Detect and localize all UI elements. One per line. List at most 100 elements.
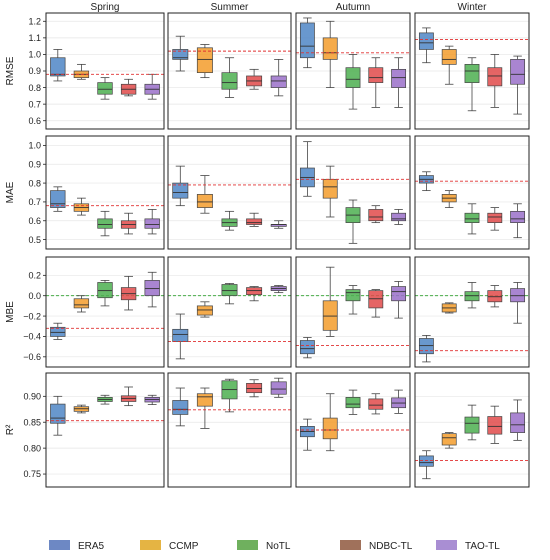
panel-frame [414, 135, 530, 250]
panel-mbe-summer [167, 256, 292, 368]
panel-frame [45, 256, 165, 368]
ytick-label: 1.1 [28, 33, 41, 43]
legend-swatch [436, 540, 457, 550]
box-iqr [418, 338, 434, 355]
box-iqr [418, 32, 434, 50]
box-era5 [172, 165, 189, 207]
ytick-label: 0.75 [23, 469, 41, 479]
box-iqr [246, 383, 263, 394]
box-ndbc-tl [120, 78, 137, 97]
box-ccmp [73, 404, 90, 414]
ytick-label: 0.0 [28, 291, 41, 301]
ytick-label: 0.7 [28, 99, 41, 109]
box-notl [464, 404, 480, 441]
box-notl [464, 203, 480, 235]
box-iqr [246, 218, 263, 225]
box-era5 [172, 35, 189, 72]
box-era5 [418, 171, 434, 192]
box-notl [97, 210, 113, 237]
ytick-label: 0.9 [28, 159, 41, 169]
box-iqr [510, 412, 526, 433]
box-notl [221, 57, 238, 98]
ytick-label: 0.80 [23, 443, 41, 453]
season-title-autumn: Autumn [336, 2, 370, 13]
panel-r-autumn [295, 372, 411, 488]
box-notl [97, 394, 113, 405]
legend-item-ccmp: CCMP [140, 540, 199, 552]
box-iqr [50, 326, 66, 337]
box-iqr [50, 190, 66, 208]
box-iqr [322, 37, 338, 60]
legend-item-ndbc-tl: NDBC-TL [340, 540, 413, 552]
box-iqr [345, 397, 361, 409]
legend-label: NDBC-TL [369, 541, 413, 552]
box-iqr [270, 381, 287, 395]
panel-frame [295, 135, 411, 250]
box-tao-tl [391, 209, 407, 225]
box-iqr [73, 298, 90, 309]
box-iqr [172, 182, 189, 199]
box-notl [97, 77, 113, 100]
box-era5 [299, 17, 315, 69]
legend-label: TAO-TL [465, 541, 500, 552]
box-iqr [510, 288, 526, 303]
box-iqr [97, 282, 113, 299]
box-tao-tl [391, 281, 407, 319]
panel-frame [414, 256, 530, 368]
box-ndbc-tl [120, 212, 137, 235]
box-iqr [391, 68, 407, 88]
box-tao-tl [510, 203, 526, 239]
box-era5 [418, 335, 434, 363]
box-iqr [172, 49, 189, 60]
box-ccmp [441, 302, 457, 314]
ytick-label: 1.0 [28, 50, 41, 60]
box-iqr [322, 417, 338, 440]
panel-mae-winter [414, 135, 530, 250]
season-title-winter: Winter [458, 2, 488, 13]
box-ndbc-tl [246, 286, 263, 302]
box-tao-tl [144, 394, 160, 406]
box-iqr [510, 59, 526, 85]
panel-mae-summer [167, 135, 292, 250]
ytick-label: −0.4 [23, 332, 41, 342]
box-era5 [172, 313, 189, 360]
panel-mae-spring: 0.5 0.6 0.7 0.8 0.9 1.0 [28, 135, 165, 250]
box-iqr [196, 194, 213, 208]
ytick-label: 0.5 [28, 235, 41, 245]
box-iqr [246, 287, 263, 296]
panel-frame [45, 135, 165, 250]
panel-frame [167, 372, 292, 488]
box-iqr [345, 289, 361, 302]
panel-r-winter [414, 372, 530, 488]
box-ndbc-tl [246, 379, 263, 398]
box-ccmp [196, 44, 213, 79]
box-era5 [299, 337, 315, 359]
legend-swatch [340, 540, 361, 550]
panel-rmse-summer [167, 12, 292, 130]
box-era5 [50, 186, 66, 212]
box-ccmp [196, 301, 213, 318]
box-iqr [172, 400, 189, 415]
box-ccmp [441, 190, 457, 208]
box-iqr [510, 210, 526, 223]
box-ccmp [196, 387, 213, 429]
ytick-label: 1.0 [28, 141, 41, 151]
box-ccmp [196, 175, 213, 214]
box-era5 [172, 387, 189, 427]
box-notl [221, 210, 238, 231]
box-iqr [196, 393, 213, 407]
box-ndbc-tl [246, 68, 263, 90]
box-tao-tl [144, 73, 160, 100]
ytick-label: 0.6 [28, 216, 41, 226]
panel-mbe-winter [414, 256, 530, 368]
box-iqr [345, 67, 361, 88]
box-era5 [418, 27, 434, 64]
box-iqr [464, 416, 480, 434]
ylabel-mbe: MBE [5, 301, 16, 323]
box-iqr [464, 64, 480, 83]
box-ccmp [322, 393, 338, 452]
panel-rmse-winter [414, 12, 530, 130]
panel-frame [167, 12, 292, 130]
panel-frame [167, 135, 292, 250]
